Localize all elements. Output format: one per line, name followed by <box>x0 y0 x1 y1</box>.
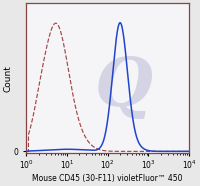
Y-axis label: Count: Count <box>3 65 12 92</box>
Text: Q: Q <box>95 55 153 120</box>
X-axis label: Mouse CD45 (30-F11) violetFluor™ 450: Mouse CD45 (30-F11) violetFluor™ 450 <box>32 174 183 182</box>
